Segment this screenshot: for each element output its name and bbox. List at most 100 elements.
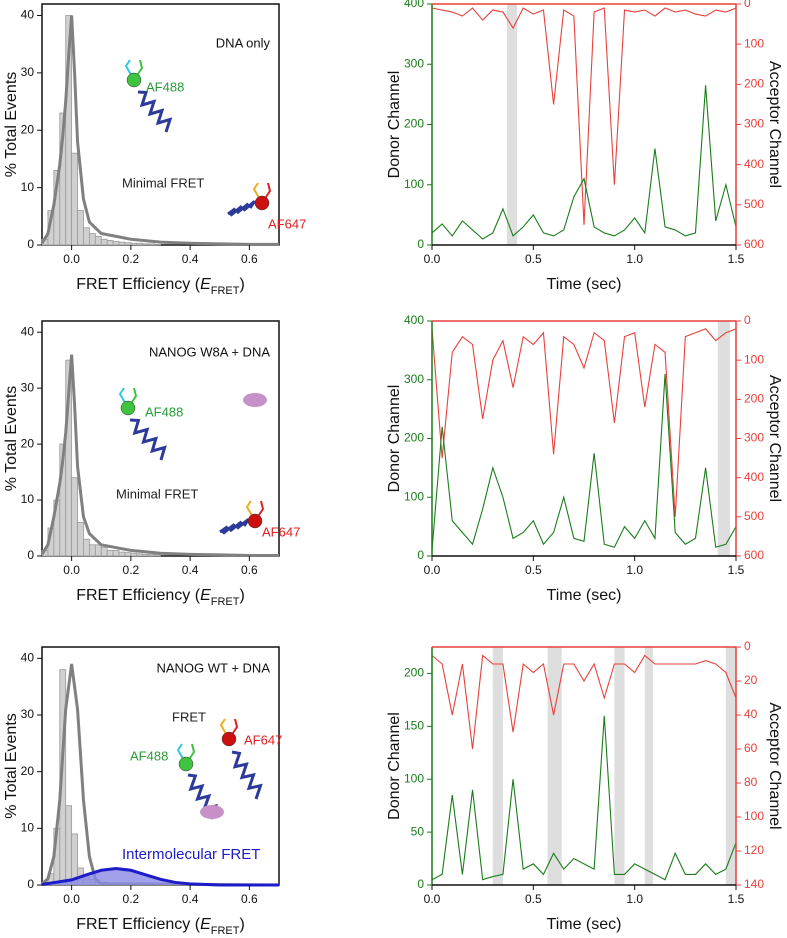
annotation: AF488 — [146, 79, 184, 94]
x-tick-label: 1.0 — [626, 563, 643, 577]
protein — [200, 805, 224, 819]
x-axis-title: FRET Efficiency (EFRET) — [76, 276, 245, 297]
histogram-bar — [124, 552, 132, 557]
panel: 0 100 200 300 400 500 600 Time (sec) Donor Chann… — [386, 0, 783, 293]
annotation: Minimal FRET — [122, 175, 204, 190]
panel: DNA only AF488 Minimal FRET AF647 FRET Effic… — [3, 3, 306, 297]
y-axis-title: Donor Channel — [386, 712, 403, 820]
annotation: AF647 — [262, 524, 300, 539]
y-tick-label: 100 — [404, 489, 424, 503]
y2-tick-label: 200 — [744, 77, 764, 91]
fit-label: Intermolecular FRET — [122, 846, 260, 863]
histogram-bar — [148, 553, 155, 557]
histogram-bar — [77, 210, 84, 246]
panel: 0 20 40 60 80 100 120 140 Time (sec) Donor Channe… — [386, 639, 783, 933]
y2-tick-label: 200 — [744, 392, 764, 406]
highlight — [547, 647, 562, 885]
y-tick-label: 400 — [404, 313, 424, 327]
x-tick-label: 0.6 — [241, 252, 258, 266]
histogram-bar — [112, 550, 120, 557]
histogram-bar — [83, 227, 90, 246]
fluorophore — [120, 400, 136, 416]
histogram-bar — [142, 243, 150, 246]
x-tick-label: 0.5 — [525, 563, 542, 577]
y-tick-label: 0 — [27, 877, 34, 891]
x-tick-label: 0.0 — [424, 252, 441, 266]
panel: NANOG W8A + DNA AF488 Minimal FRET AF647 FRE… — [3, 320, 300, 608]
x-axis-title: FRET Efficiency (EFRET) — [76, 587, 245, 608]
histogram-bar — [148, 243, 155, 246]
x-axis-title-part: ) — [239, 587, 244, 604]
y-tick-label: 30 — [21, 380, 35, 394]
trace — [431, 715, 737, 881]
histogram-bar — [112, 241, 120, 246]
x-axis-title: Time (sec) — [547, 276, 622, 293]
highlight — [644, 647, 653, 885]
x-axis-title-part: E — [200, 587, 211, 604]
trace — [431, 373, 737, 551]
fluorophore — [126, 72, 142, 88]
y-tick-label: 100 — [404, 177, 424, 191]
fluorophore — [178, 756, 194, 772]
dna-helix — [219, 518, 250, 535]
histogram-bar — [154, 244, 161, 246]
y-axis-title: % Total Events — [3, 72, 20, 178]
trace — [431, 328, 737, 517]
y-tick-label: 300 — [404, 56, 424, 70]
histogram-bar — [118, 551, 126, 557]
histogram-bar — [118, 241, 126, 246]
annotation: AF647 — [244, 732, 282, 747]
highlight — [717, 321, 730, 556]
histogram-bar — [94, 235, 102, 246]
histogram-bar — [89, 233, 96, 246]
fit-area — [42, 868, 279, 885]
x-tick-label: 0.0 — [63, 252, 80, 266]
y-tick-label: 0 — [27, 548, 34, 562]
annotation: Minimal FRET — [116, 486, 198, 501]
histogram-bar — [89, 544, 96, 557]
y-axis-title: % Total Events — [3, 386, 20, 492]
annotation: AF488 — [130, 748, 168, 763]
y-tick-label: 200 — [404, 431, 424, 445]
panel: Intermolecular FRET NANOG WT + DNA FRET AF6… — [3, 646, 282, 937]
y-tick-label: 10 — [21, 821, 35, 835]
histogram-bar — [130, 552, 138, 557]
histogram-bar — [142, 553, 150, 557]
highlight — [614, 647, 625, 885]
y2-tick-label: 300 — [744, 431, 764, 445]
fit-curve — [41, 867, 279, 887]
x-axis-title-part: FRET — [211, 596, 240, 608]
histogram-bar — [100, 547, 108, 557]
y2-tick-label: 0 — [744, 0, 751, 10]
annotation: FRET — [172, 709, 206, 724]
y2-tick-label: 80 — [744, 775, 758, 789]
y2-tick-label: 500 — [744, 509, 764, 523]
trace — [431, 85, 737, 240]
y2-axis-title: Acceptor Channel — [766, 375, 783, 502]
y2-tick-label: 100 — [744, 809, 764, 823]
histogram-bar — [130, 242, 138, 246]
annotation: AF488 — [145, 404, 183, 419]
histogram-bar — [65, 805, 73, 886]
x-axis-title-part: FRET Efficiency ( — [76, 916, 201, 933]
y-tick-label: 10 — [21, 180, 35, 194]
y-tick-label: 40 — [21, 651, 35, 665]
fluorophore — [254, 195, 270, 211]
y2-tick-label: 600 — [744, 237, 764, 251]
y-tick-label: 100 — [404, 771, 424, 785]
histogram-bar — [71, 152, 78, 246]
x-tick-label: 1.0 — [626, 892, 643, 906]
trace — [431, 7, 737, 225]
x-axis-title-part: FRET — [211, 285, 240, 297]
x-axis-title: Time (sec) — [547, 587, 622, 604]
y2-axis-title: Acceptor Channel — [766, 702, 783, 829]
x-axis-title-part: FRET Efficiency ( — [76, 587, 201, 604]
x-axis-title-part: E — [200, 916, 211, 933]
y-tick-label: 40 — [21, 8, 35, 22]
y-tick-label: 0 — [417, 237, 424, 251]
x-tick-label: 0.2 — [123, 892, 140, 906]
y2-tick-label: 60 — [744, 741, 758, 755]
x-tick-label: 0.2 — [123, 252, 140, 266]
x-tick-label: 0.6 — [241, 563, 258, 577]
y2-tick-label: 600 — [744, 548, 764, 562]
